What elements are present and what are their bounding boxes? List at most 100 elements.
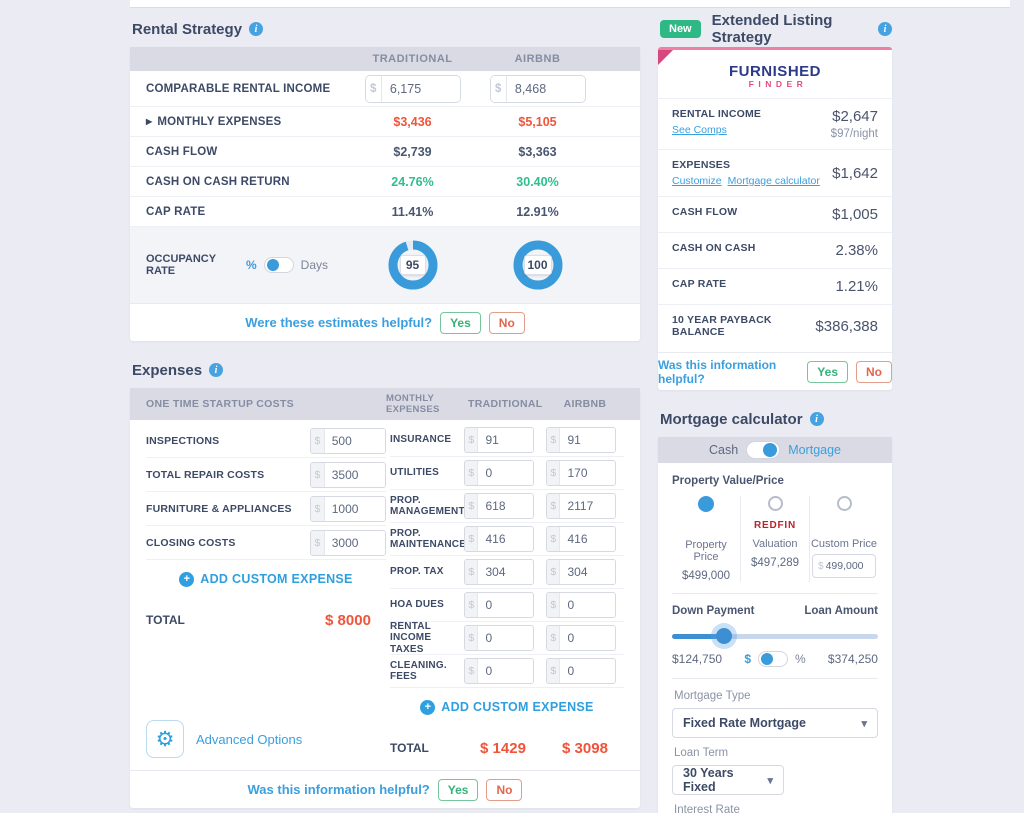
hoa-dues-traditional-input[interactable]: $: [464, 592, 534, 618]
customize-link[interactable]: Customize: [672, 175, 722, 187]
row-label: EXPENSES: [672, 159, 731, 171]
percent-option[interactable]: %: [795, 652, 806, 666]
plus-icon: +: [420, 699, 436, 715]
percent-days-toggle[interactable]: [263, 257, 294, 273]
dollar-prefix: $: [311, 496, 325, 521]
prop-management-airbnb-field[interactable]: [560, 494, 615, 518]
rental-income-traditional-input[interactable]: $: [364, 74, 461, 103]
utilities-traditional-input[interactable]: $: [464, 460, 534, 486]
cash-mortgage-toggle[interactable]: [746, 441, 781, 459]
yes-button[interactable]: Yes: [440, 311, 481, 334]
occupancy-value-traditional[interactable]: 95: [399, 255, 426, 275]
furniture-field[interactable]: [324, 496, 385, 521]
inspections-field[interactable]: [324, 428, 385, 453]
info-icon[interactable]: i: [878, 22, 892, 36]
prop-tax-airbnb-input[interactable]: $: [546, 559, 616, 585]
occupancy-rate-label: OCCUPANCY RATE: [146, 253, 216, 277]
table-row: CASH FLOW $2,739 $3,363: [130, 137, 640, 167]
list-item: PROP. MANAGEMENT $ $: [390, 490, 624, 523]
rental-income-traditional-field[interactable]: [381, 75, 460, 102]
insurance-traditional-input[interactable]: $: [464, 427, 534, 453]
hoa-dues-traditional-field[interactable]: [478, 593, 533, 617]
mortgage-option[interactable]: Mortgage: [788, 443, 841, 457]
down-payment-label: Down Payment: [672, 605, 755, 617]
prop-maintenance-airbnb-input[interactable]: $: [546, 526, 616, 552]
cleaning-fees-traditional-input[interactable]: $: [464, 658, 534, 684]
custom-price-field[interactable]: [825, 560, 875, 572]
dollar-option[interactable]: $: [744, 652, 751, 666]
custom-price-radio[interactable]: [836, 496, 852, 511]
custom-price-input[interactable]: $: [812, 554, 876, 578]
prop-maintenance-traditional-input[interactable]: $: [464, 526, 534, 552]
prop-tax-traditional-input[interactable]: $: [464, 559, 534, 585]
info-icon[interactable]: i: [249, 22, 264, 36]
cash-option[interactable]: Cash: [709, 443, 739, 457]
prop-management-airbnb-input[interactable]: $: [546, 493, 616, 519]
down-payment-value: $124,750: [672, 652, 723, 666]
rental-income-airbnb-field[interactable]: [506, 75, 585, 102]
percent-option[interactable]: %: [245, 258, 257, 272]
table-row: CASH ON CASH RETURN 24.76% 30.40%: [130, 167, 640, 197]
mortgage-calculator-link[interactable]: Mortgage calculator: [727, 175, 820, 187]
repair-costs-input[interactable]: $: [310, 461, 386, 488]
slider-knob[interactable]: [715, 628, 732, 644]
inspections-input[interactable]: $: [310, 427, 386, 454]
valuation-radio[interactable]: [767, 496, 783, 511]
add-custom-expense-button[interactable]: + ADD CUSTOM EXPENSE: [390, 688, 624, 726]
loan-term-dropdown[interactable]: 30 Years Fixed ▾: [672, 765, 784, 795]
info-icon[interactable]: i: [809, 412, 824, 426]
furniture-input[interactable]: $: [310, 495, 386, 522]
utilities-airbnb-input[interactable]: $: [546, 460, 616, 486]
no-button[interactable]: No: [486, 778, 523, 801]
info-icon[interactable]: i: [209, 363, 224, 377]
income-taxes-airbnb-field[interactable]: [560, 626, 615, 650]
extended-listing-title: Extended Listing Strategy: [711, 12, 833, 46]
no-button[interactable]: No: [488, 311, 525, 334]
slider-track[interactable]: [672, 634, 878, 639]
no-button[interactable]: No: [856, 360, 892, 383]
cleaning-fees-airbnb-input[interactable]: $: [546, 658, 616, 684]
property-price-radio[interactable]: [698, 496, 714, 512]
hoa-dues-airbnb-input[interactable]: $: [546, 592, 616, 618]
dollar-percent-toggle[interactable]: [758, 651, 788, 667]
utilities-airbnb-field[interactable]: [560, 461, 615, 485]
utilities-traditional-field[interactable]: [478, 461, 533, 485]
mortgage-type-dropdown[interactable]: Fixed Rate Mortgage ▾: [672, 708, 878, 738]
hoa-dues-airbnb-field[interactable]: [560, 593, 615, 617]
monthly-expenses-expandable[interactable]: ▶ MONTHLY EXPENSES: [146, 115, 282, 128]
advanced-options-label[interactable]: Advanced Options: [196, 731, 303, 747]
repair-costs-field[interactable]: [324, 462, 385, 487]
prop-tax-traditional-field[interactable]: [478, 560, 533, 584]
occupancy-rate-section: OCCUPANCY RATE % Days 95: [130, 227, 640, 303]
prop-maintenance-traditional-field[interactable]: [478, 527, 533, 551]
rental-income-airbnb-input[interactable]: $: [489, 74, 586, 103]
income-taxes-traditional-field[interactable]: [478, 626, 533, 650]
insurance-airbnb-field[interactable]: [560, 428, 615, 452]
cleaning-fees-traditional-field[interactable]: [478, 659, 533, 683]
down-payment-slider[interactable]: [672, 628, 878, 644]
closing-costs-input[interactable]: $: [310, 529, 386, 556]
prop-maintenance-airbnb-field[interactable]: [560, 527, 615, 551]
advanced-options-button[interactable]: ⚙: [146, 720, 184, 758]
yes-button[interactable]: Yes: [807, 360, 848, 383]
expenses-feedback-row: Was this information helpful? Yes No: [130, 770, 640, 808]
see-comps-link[interactable]: See Comps: [672, 124, 727, 136]
closing-costs-field[interactable]: [324, 530, 385, 555]
income-taxes-airbnb-input[interactable]: $: [546, 625, 616, 651]
prop-management-traditional-input[interactable]: $: [464, 493, 534, 519]
dollar-prefix: $: [547, 494, 561, 518]
cleaning-fees-airbnb-field[interactable]: [560, 659, 615, 683]
insurance-traditional-field[interactable]: [478, 428, 533, 452]
expenses-title: Expenses: [132, 361, 203, 379]
prop-tax-airbnb-field[interactable]: [560, 560, 615, 584]
add-custom-expense-button[interactable]: + ADD CUSTOM EXPENSE: [146, 560, 386, 598]
mortgage-title: Mortgage calculator: [660, 410, 803, 428]
occupancy-value-airbnb[interactable]: 100: [523, 255, 552, 275]
insurance-airbnb-input[interactable]: $: [546, 427, 616, 453]
days-option[interactable]: Days: [300, 258, 328, 272]
cash-on-cash-value: 2.38%: [835, 242, 878, 259]
income-taxes-traditional-input[interactable]: $: [464, 625, 534, 651]
prop-management-traditional-field[interactable]: [478, 494, 533, 518]
property-price-options: Property Price $499,000 REDFIN Valuation…: [672, 496, 878, 582]
yes-button[interactable]: Yes: [437, 778, 479, 801]
